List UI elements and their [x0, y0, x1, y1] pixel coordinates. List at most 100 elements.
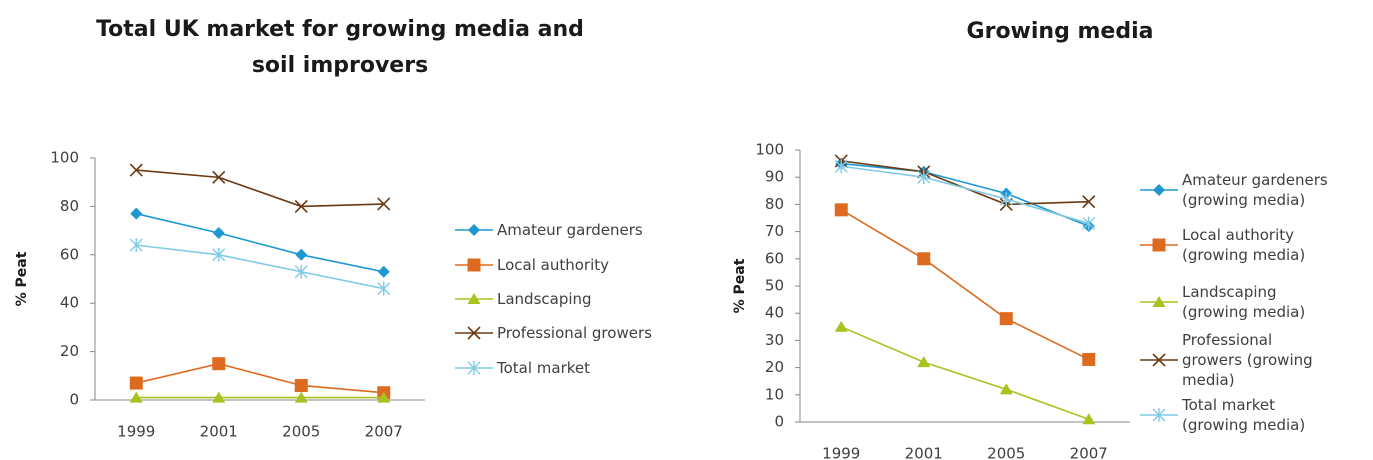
legend-swatch [1140, 184, 1178, 196]
legend-item: Amateur gardeners [455, 220, 665, 240]
series-line [841, 162, 1090, 227]
marker [212, 357, 226, 371]
marker [1153, 184, 1165, 196]
legend-swatch [455, 361, 493, 375]
marker [377, 281, 391, 296]
legend-item: Local authority [455, 255, 665, 275]
marker [377, 391, 391, 403]
legend-label: Landscaping [497, 290, 592, 308]
legend-item: Professional growers [455, 323, 665, 343]
marker [1082, 216, 1096, 231]
marker [467, 326, 481, 340]
legend-label: Amateur gardeners (growing media) [1182, 171, 1328, 209]
marker [1152, 296, 1166, 307]
legend-item: Total market [455, 358, 665, 378]
legend-label: Local authority [497, 256, 610, 274]
legend-swatch [455, 326, 493, 340]
y-tick-label: 100 [755, 141, 784, 159]
marker [999, 312, 1013, 326]
marker [212, 391, 226, 403]
x-tick-label: 2005 [987, 445, 1025, 460]
y-tick-label: 50 [765, 277, 784, 295]
series-line [840, 209, 1090, 361]
x-tick-label: 2001 [905, 445, 943, 460]
legend-item: Landscaping (growing media) [1140, 282, 1330, 322]
marker [468, 224, 480, 236]
legend-swatch [1140, 296, 1178, 307]
y-tick-label: 0 [774, 413, 784, 431]
y-axis-label: % Peat [14, 251, 30, 306]
legend-label: Local authority (growing media) [1182, 226, 1306, 264]
chart-title: Growing media [966, 19, 1154, 44]
marker [212, 227, 225, 240]
marker [917, 252, 931, 266]
marker [834, 203, 848, 217]
marker [377, 197, 391, 211]
marker [1082, 352, 1096, 366]
marker [130, 207, 143, 220]
y-tick-label: 20 [765, 358, 784, 376]
marker [1082, 413, 1096, 425]
x-tick-label: 2007 [1070, 445, 1108, 460]
legend-item: Amateur gardeners (growing media) [1140, 170, 1330, 210]
marker [999, 383, 1013, 395]
series-line [840, 326, 1090, 421]
marker [467, 361, 481, 375]
legend-item: Total market (growing media) [1140, 395, 1330, 435]
y-tick-label: 80 [60, 197, 79, 215]
marker [295, 248, 308, 261]
marker [377, 265, 390, 278]
marker [212, 247, 226, 262]
marker [1152, 408, 1166, 422]
marker [129, 238, 143, 253]
marker [294, 391, 308, 403]
marker [129, 391, 143, 403]
marker [294, 378, 308, 392]
legend-swatch [455, 224, 493, 236]
y-tick-label: 30 [765, 331, 784, 349]
marker [212, 170, 226, 184]
legend-swatch [1140, 353, 1178, 367]
legend-label: Amateur gardeners [497, 221, 643, 239]
y-tick-label: 20 [60, 342, 79, 360]
x-tick-label: 2007 [365, 423, 403, 441]
marker [917, 356, 931, 368]
series-line [841, 165, 1089, 225]
legend-label: Professional growers [497, 324, 652, 342]
x-tick-label: 2005 [282, 423, 320, 441]
chart-title: Total UK market for growing media and so… [96, 17, 584, 78]
y-tick-label: 10 [765, 385, 784, 403]
marker [1082, 195, 1096, 209]
marker [834, 320, 848, 332]
x-tick-label: 1999 [822, 445, 860, 460]
y-tick-label: 70 [765, 222, 784, 240]
marker [294, 199, 308, 213]
legend-swatch [455, 258, 493, 272]
y-tick-label: 80 [765, 195, 784, 213]
marker [129, 163, 143, 177]
y-tick-label: 40 [765, 304, 784, 322]
legend-item: Professional growers (growing media) [1140, 330, 1330, 390]
marker [999, 191, 1013, 206]
marker [834, 159, 848, 174]
y-tick-label: 90 [765, 168, 784, 186]
marker [467, 258, 481, 272]
x-tick-label: 1999 [117, 423, 155, 441]
y-tick-label: 40 [60, 294, 79, 312]
marker [1152, 238, 1166, 252]
legend-swatch [1140, 238, 1178, 252]
marker [917, 170, 931, 185]
series-line [136, 244, 384, 290]
y-tick-label: 100 [50, 149, 79, 167]
marker [129, 376, 143, 390]
marker [467, 293, 481, 304]
legend-item: Landscaping [455, 289, 665, 309]
y-axis-label: % Peat [732, 258, 748, 313]
legend-label: Total market [497, 359, 591, 377]
legend-label: Professional growers (growing media) [1182, 331, 1313, 389]
marker [294, 264, 308, 279]
series-line [136, 362, 384, 394]
y-tick-label: 60 [60, 245, 79, 263]
